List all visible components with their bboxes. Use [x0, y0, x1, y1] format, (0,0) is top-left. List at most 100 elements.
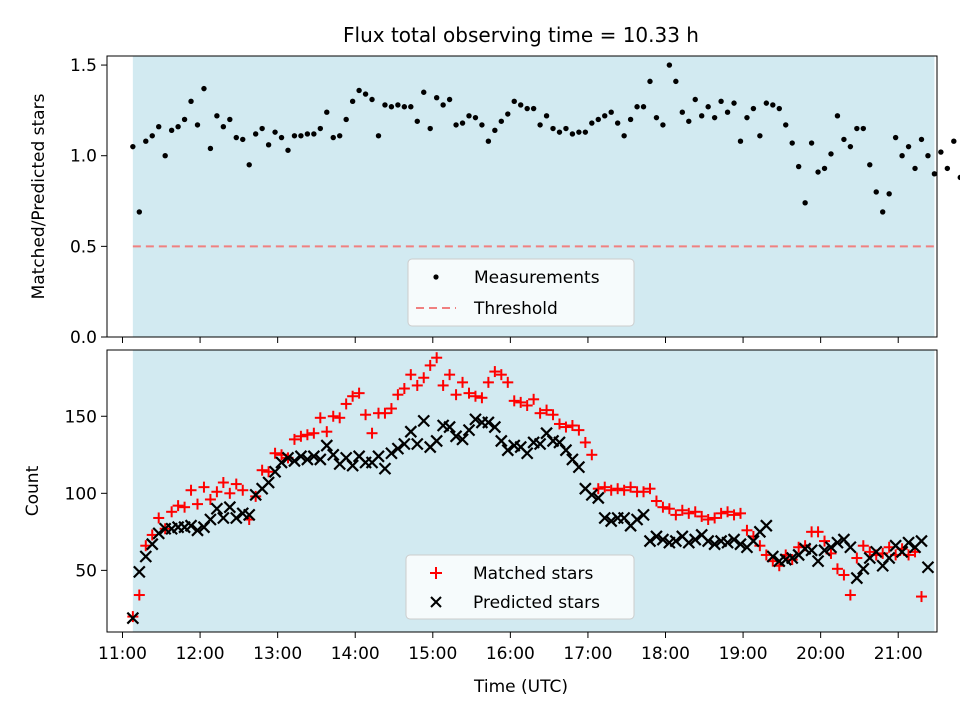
predicted-star-point — [811, 554, 825, 568]
predicted-star-point — [411, 437, 424, 451]
matched-star-point — [722, 506, 734, 518]
x-tick-label: 17:00 — [563, 644, 612, 664]
predicted-star-point — [598, 511, 612, 525]
measurement-point — [278, 134, 285, 141]
predicted-star-point — [126, 611, 140, 625]
matched-star-point — [573, 424, 585, 436]
x-tick-label: 12:00 — [176, 644, 225, 664]
predicted-star-point — [191, 524, 204, 537]
measurement-point — [433, 94, 440, 101]
predicted-star-point — [449, 430, 463, 443]
predicted-star-point — [139, 550, 153, 563]
measurement-point — [686, 118, 692, 124]
matched-star-point — [844, 589, 856, 601]
measurement-point — [343, 116, 349, 123]
predicted-star-point — [915, 534, 928, 548]
measurement-point — [201, 85, 207, 92]
measurement-point — [692, 96, 698, 103]
measurement-point — [905, 143, 912, 150]
measurement-point — [505, 111, 511, 117]
predicted-star-point — [688, 533, 702, 546]
matched-star-point — [741, 524, 753, 536]
measurement-point — [724, 109, 731, 115]
measurement-point — [472, 114, 479, 121]
measurement-point — [556, 129, 563, 135]
predicted-star-point — [281, 451, 295, 465]
matched-star-point — [166, 506, 178, 518]
matched-star-point — [237, 484, 249, 496]
measurement-point — [873, 189, 879, 195]
predicted-star-point — [656, 533, 670, 546]
top-y-axis-label: Matched/Predicted stars — [29, 93, 49, 299]
measurement-point — [485, 138, 492, 144]
predicted-star-point — [443, 420, 456, 434]
bottom-y-tick-label: 100 — [65, 484, 97, 504]
measurement-point — [246, 162, 252, 168]
measurement-point — [511, 98, 517, 105]
matched-star-point — [612, 483, 624, 495]
matched-star-point — [618, 484, 630, 496]
matched-star-point — [347, 390, 359, 402]
matched-star-point — [715, 507, 727, 519]
measurement-point — [285, 147, 291, 153]
legend-predicted-marker — [430, 596, 442, 608]
matched-star-point — [340, 398, 352, 410]
predicted-star-point — [456, 433, 469, 446]
matched-star-point — [683, 507, 695, 519]
matched-star-point — [411, 379, 423, 391]
predicted-star-point — [747, 534, 760, 548]
measurement-point — [162, 153, 168, 159]
matched-star-point — [566, 420, 578, 432]
predicted-star-point — [223, 500, 237, 514]
matched-star-point — [191, 498, 203, 510]
measurement-point — [653, 114, 660, 121]
measurement-point — [459, 120, 466, 126]
x-tick-label: 21:00 — [874, 644, 923, 664]
matched-star-point — [457, 376, 469, 388]
matched-star-point — [431, 352, 443, 364]
measurement-point — [744, 114, 750, 121]
measurement-point — [550, 125, 556, 132]
predicted-star-point — [882, 551, 896, 565]
measurement-point — [899, 153, 905, 159]
measurement-point — [479, 122, 485, 128]
matched-star-point — [495, 369, 507, 381]
predicted-star-point — [326, 448, 340, 462]
predicted-star-point — [398, 437, 411, 451]
legend-measurements-label: Measurements — [474, 268, 600, 288]
top-y-tick-label: 1.0 — [70, 147, 97, 167]
matched-star-point — [353, 387, 365, 399]
predicted-star-point — [242, 508, 256, 522]
measurement-point — [440, 102, 446, 108]
measurement-point — [640, 104, 647, 110]
measurement-point — [414, 118, 420, 124]
measurement-point — [427, 125, 433, 132]
measurement-point — [395, 102, 401, 108]
predicted-star-point — [902, 536, 915, 549]
measurement-point — [537, 122, 543, 128]
matched-star-point — [469, 390, 481, 402]
matched-star-point — [288, 433, 300, 445]
measurement-point — [530, 105, 537, 112]
matched-star-point — [502, 376, 514, 388]
predicted-star-point — [301, 453, 314, 466]
measurement-point — [576, 129, 582, 135]
measurement-point — [362, 91, 369, 97]
matched-star-point — [638, 486, 650, 498]
matched-star-point — [269, 447, 281, 459]
predicted-star-point — [404, 425, 418, 438]
top-panel: 0.0 0.5 1.0 1.5 Matched/Predicted stars Mea… — [29, 55, 960, 348]
measurement-point — [718, 98, 724, 105]
matched-star-point — [398, 383, 410, 395]
measurement-point — [847, 143, 854, 150]
measurement-point — [220, 124, 227, 130]
matched-star-point — [366, 427, 378, 439]
measurement-point — [543, 113, 550, 119]
x-tick-label: 19:00 — [719, 644, 768, 664]
x-axis-label: Time (UTC) — [473, 677, 568, 697]
measurement-point — [666, 62, 673, 68]
x-tick-label: 11:00 — [98, 644, 147, 664]
measurement-point — [770, 102, 776, 108]
predicted-star-point — [417, 414, 431, 428]
measurement-point — [311, 131, 317, 137]
